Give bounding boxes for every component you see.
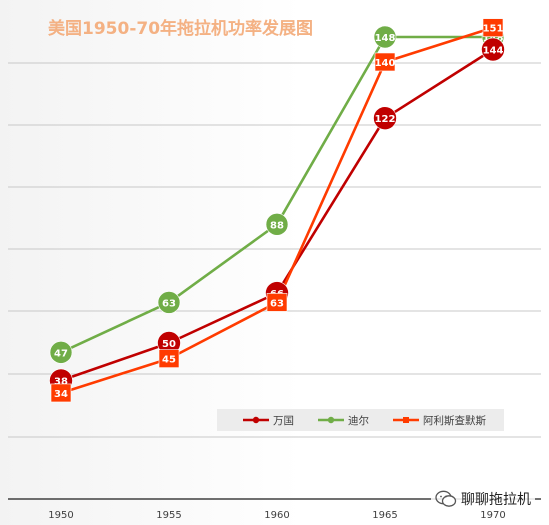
data-point-marker <box>265 213 289 236</box>
data-label: 38 <box>54 376 68 387</box>
legend-marker <box>327 416 335 424</box>
chart-title: 美国1950-70年拖拉机功率发展图 <box>48 19 314 39</box>
data-label: 151 <box>483 24 504 35</box>
data-point-marker <box>482 18 504 37</box>
data-point-marker <box>374 52 396 72</box>
x-tick-label: 1970 <box>480 510 505 521</box>
x-tick-label: 1950 <box>48 510 73 521</box>
x-tick-label: 1955 <box>156 510 181 521</box>
legend-label: 万国 <box>273 415 294 427</box>
data-label: 140 <box>375 58 396 69</box>
x-tick-label: 1965 <box>372 510 397 521</box>
series-line <box>60 26 494 395</box>
legend-box <box>217 409 504 431</box>
x-tick-label: 1960 <box>264 510 289 521</box>
data-point-marker <box>158 349 180 368</box>
legend-label: 阿利斯查默斯 <box>423 414 486 427</box>
data-label: 122 <box>375 114 396 125</box>
data-label: 50 <box>162 339 176 350</box>
data-point-marker <box>481 37 505 62</box>
wechat-icon <box>435 490 457 507</box>
data-point-marker <box>373 106 397 130</box>
data-label: 88 <box>270 220 284 231</box>
data-point-marker <box>50 383 72 403</box>
watermark-text: 聊聊拖拉机 <box>461 492 531 508</box>
legend-label: 迪尔 <box>348 414 369 427</box>
legend-marker <box>403 417 409 423</box>
data-point-marker <box>373 25 397 49</box>
watermark: 聊聊拖拉机 <box>431 488 535 510</box>
data-label: 47 <box>54 348 68 359</box>
legend-marker <box>252 416 260 424</box>
data-point-marker <box>157 291 181 314</box>
data-label: 63 <box>270 298 284 309</box>
data-label: 144 <box>483 45 504 56</box>
data-label: 34 <box>54 389 68 400</box>
data-point-marker <box>266 293 288 312</box>
data-label: 148 <box>375 33 396 44</box>
data-point-marker <box>49 341 73 364</box>
data-label: 63 <box>162 298 176 309</box>
data-label: 45 <box>162 355 176 366</box>
